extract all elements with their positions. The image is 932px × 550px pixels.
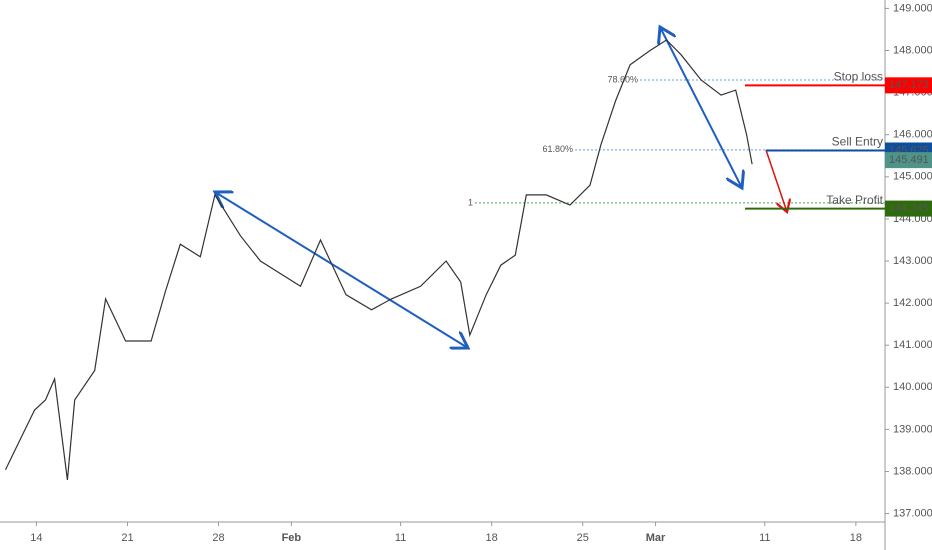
y-tick-label: 138.000 [893, 465, 932, 477]
y-tick-label: 141.000 [893, 339, 932, 351]
y-tick-label: 149.000 [893, 2, 932, 14]
fib-label: 78.60% [607, 74, 638, 84]
fib-label: 61.80% [542, 144, 573, 154]
y-tick-label: 139.000 [893, 423, 932, 435]
x-tick-label: 18 [486, 532, 498, 544]
level-price: 144.245 [889, 202, 929, 214]
x-tick-label: 14 [30, 532, 42, 544]
y-tick-label: 137.000 [893, 507, 932, 519]
level-price-box [885, 200, 932, 217]
level-name: Stop loss [834, 70, 883, 84]
current-price: 145.491 [889, 154, 929, 166]
x-tick-label: Feb [282, 532, 302, 544]
level-name: Take Profit [826, 193, 883, 207]
y-tick-label: 148.000 [893, 44, 932, 56]
fib-label: 1 [468, 197, 473, 207]
price-line [4, 39, 753, 480]
x-tick-label: 11 [395, 532, 406, 544]
y-tick-label: 146.000 [893, 129, 932, 141]
current-price-box [885, 152, 932, 169]
level-price-box [885, 77, 932, 94]
x-tick-label: 18 [850, 532, 862, 544]
target-arrow [765, 149, 787, 212]
x-tick-label: 11 [759, 532, 770, 544]
y-tick-label: 142.000 [893, 297, 932, 309]
x-tick-label: 25 [577, 532, 589, 544]
x-tick-label: 21 [121, 532, 133, 544]
trend-arrow [660, 27, 742, 188]
level-price: 147.173 [889, 79, 929, 91]
y-tick-label: 145.000 [893, 171, 932, 183]
y-tick-label: 143.000 [893, 255, 932, 267]
x-tick-label: Mar [646, 532, 666, 544]
level-name: Sell Entry [832, 135, 883, 149]
y-tick-label: 140.000 [893, 381, 932, 393]
x-tick-label: 28 [212, 532, 224, 544]
trend-arrow [215, 192, 468, 348]
